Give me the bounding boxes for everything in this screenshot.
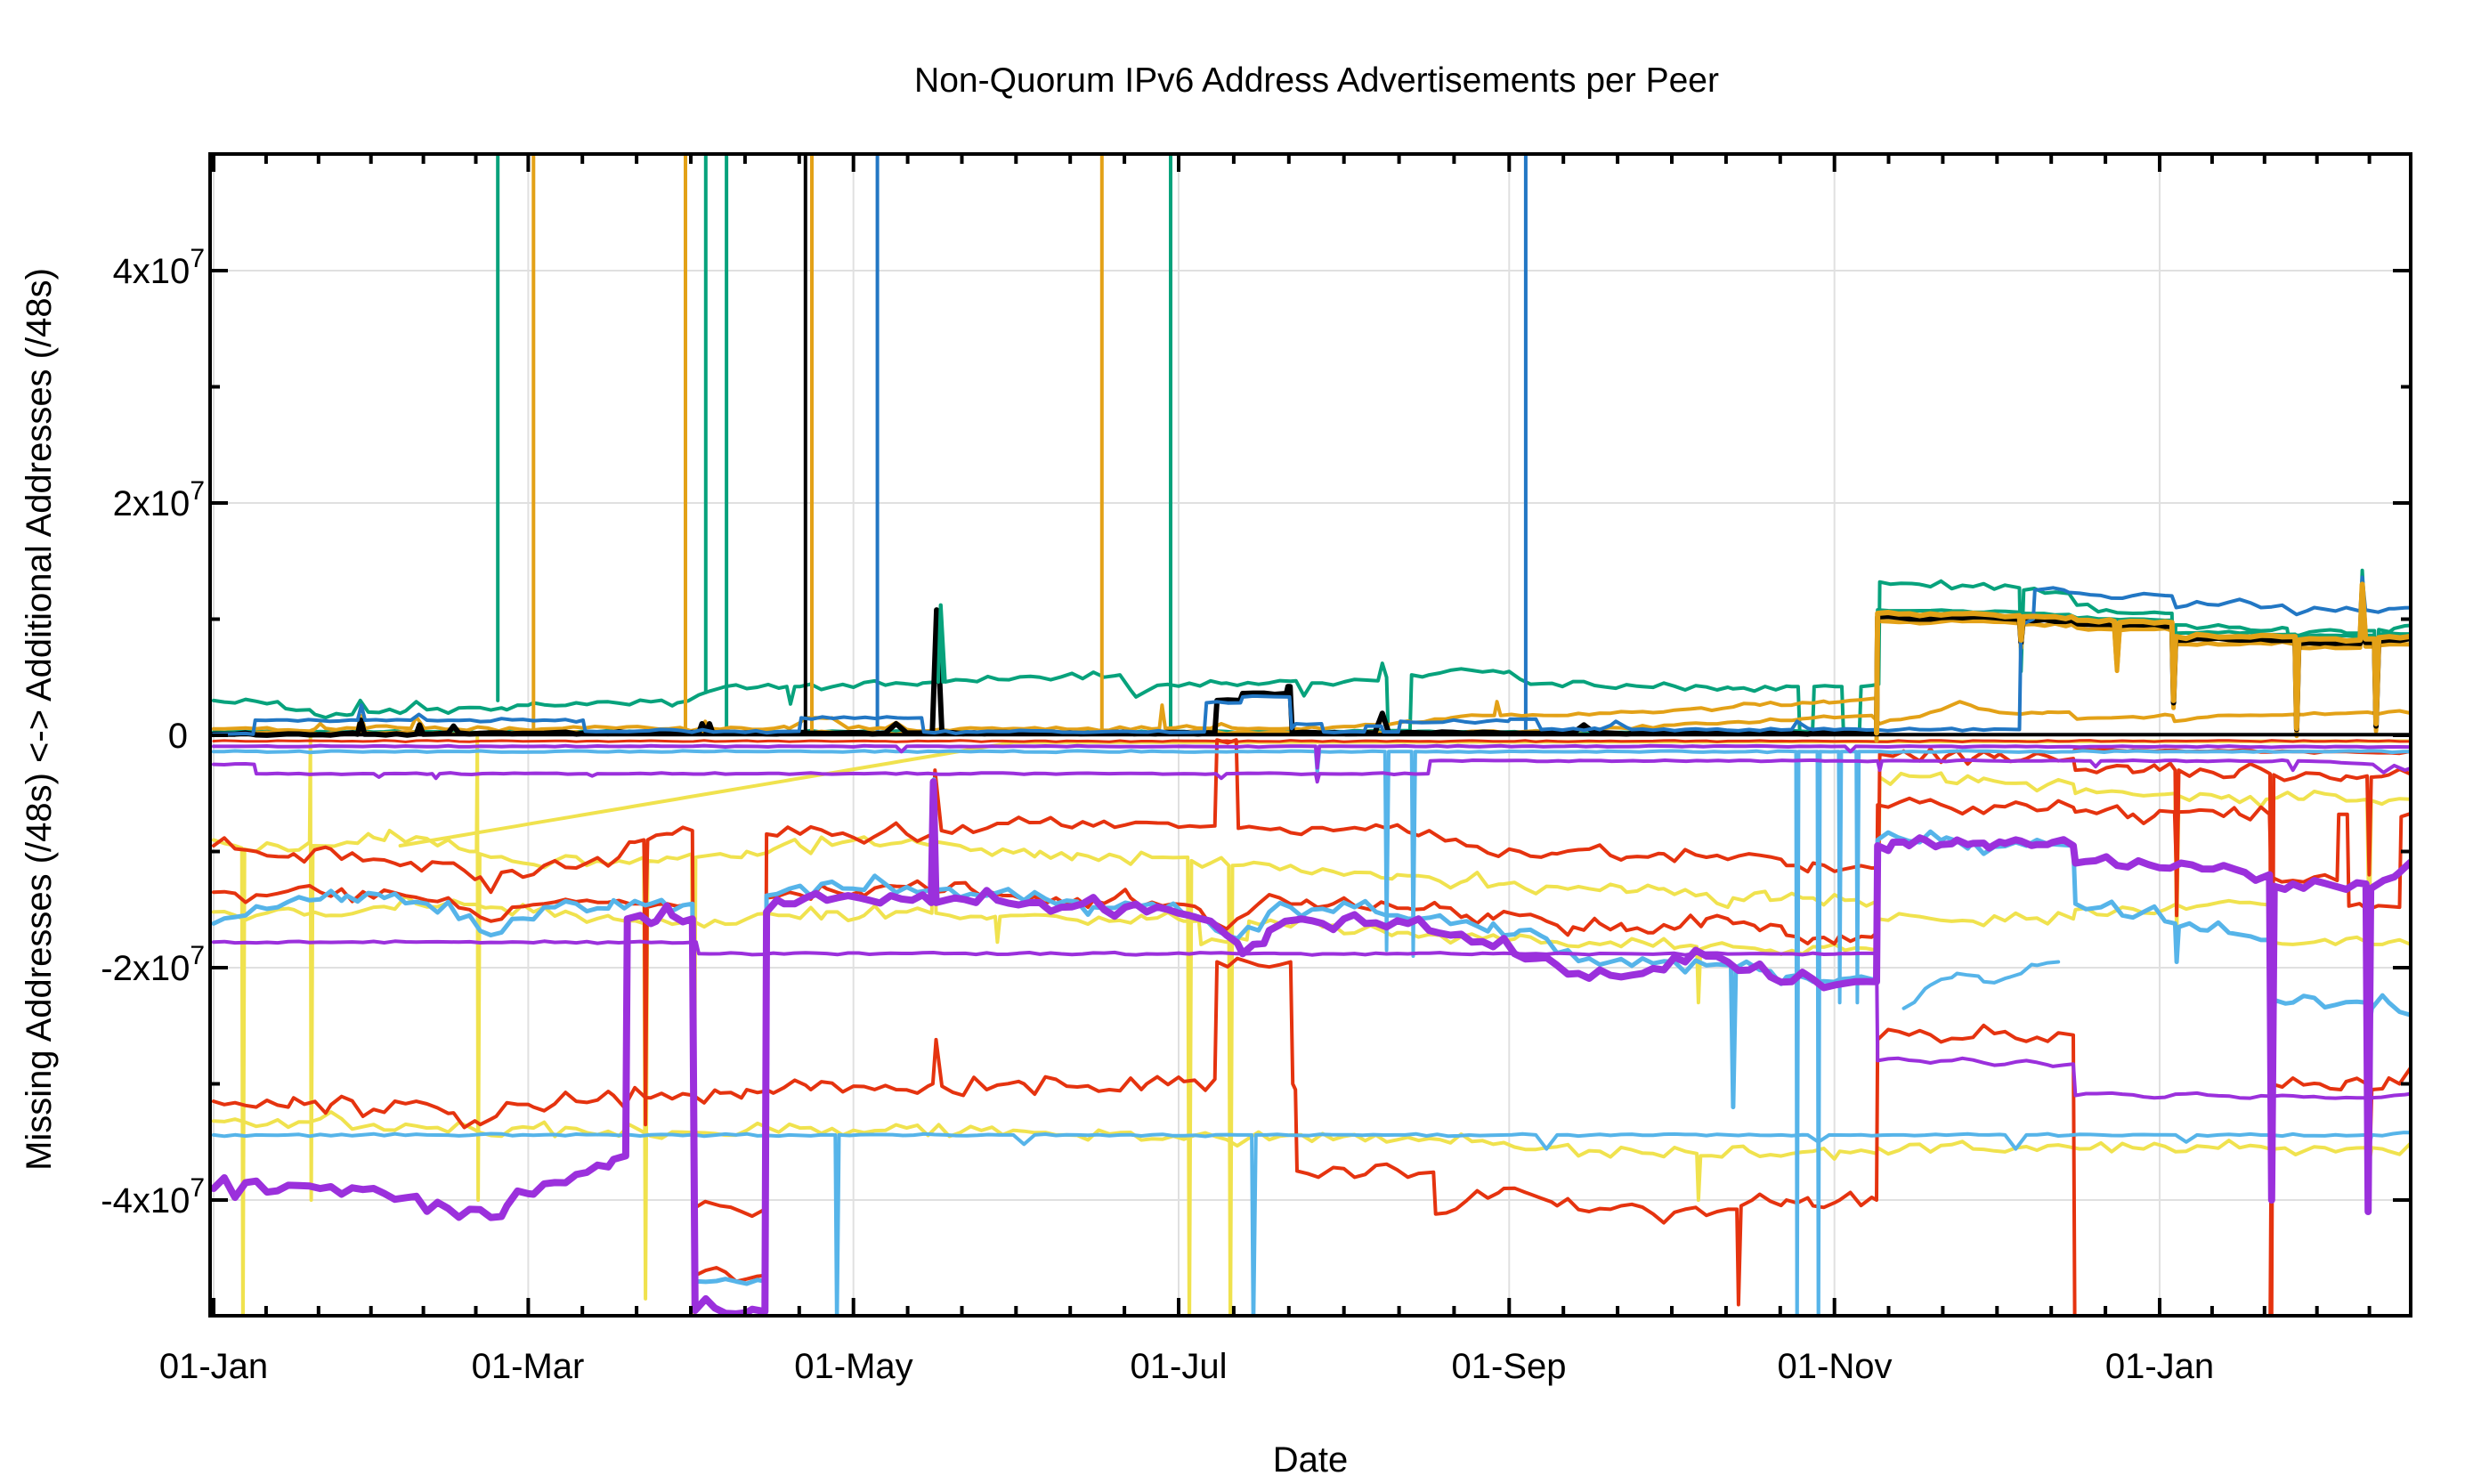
svg-text:-4x107: -4x107 — [101, 1173, 205, 1220]
svg-text:01-Jul: 01-Jul — [1131, 1347, 1228, 1386]
svg-text:01-Nov: 01-Nov — [1778, 1347, 1893, 1386]
svg-text:4x107: 4x107 — [113, 244, 205, 291]
svg-text:01-Jan: 01-Jan — [159, 1347, 268, 1386]
svg-text:2x107: 2x107 — [113, 476, 205, 523]
svg-text:01-Jan: 01-Jan — [2105, 1347, 2214, 1386]
svg-text:01-May: 01-May — [794, 1347, 912, 1386]
svg-text:01-Sep: 01-Sep — [1452, 1347, 1567, 1386]
svg-text:01-Mar: 01-Mar — [472, 1347, 585, 1386]
svg-text:Non-Quorum IPv6 Address Advert: Non-Quorum IPv6 Address Advertisements p… — [914, 61, 1719, 100]
svg-text:-2x107: -2x107 — [101, 941, 205, 988]
svg-text:0: 0 — [168, 717, 188, 756]
svg-text:Date: Date — [1273, 1440, 1349, 1480]
svg-text:Missing Addresses (/48s) <-> A: Missing Addresses (/48s) <-> Additional … — [20, 268, 59, 1171]
